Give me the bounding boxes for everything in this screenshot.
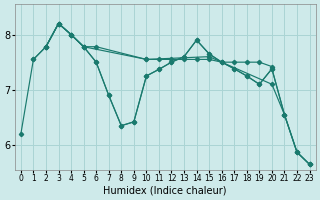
X-axis label: Humidex (Indice chaleur): Humidex (Indice chaleur) [103, 186, 227, 196]
